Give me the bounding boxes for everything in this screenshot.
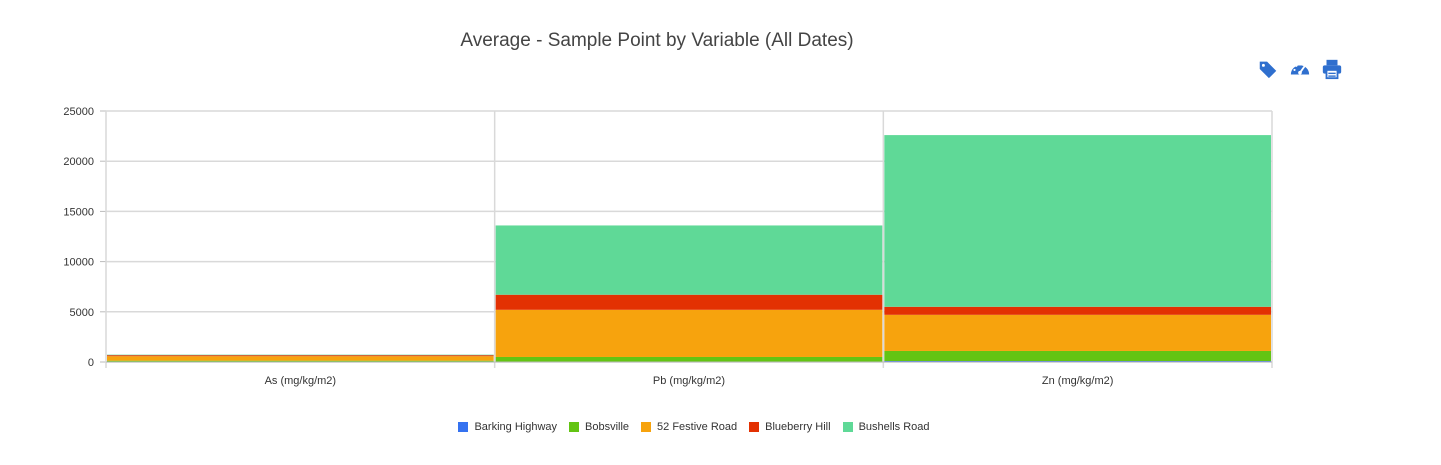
legend-swatch	[458, 422, 469, 432]
chart-toolbar	[1256, 57, 1344, 81]
bar-segment	[884, 360, 1271, 362]
legend-label: 52 Festive Road	[657, 421, 738, 433]
y-tick-label: 15000	[63, 206, 94, 218]
bar-segment	[107, 354, 494, 356]
legend-label: Bushells Road	[858, 421, 930, 433]
bar-segment	[884, 135, 1271, 307]
stacked-bar-chart: 0 5000 10000 15000 20000 25000 As (mg/kg/m2) Pb…	[63, 106, 1273, 387]
x-tick-label: Pb (mg/kg/m2)	[653, 375, 725, 387]
y-tick-label: 25000	[63, 106, 94, 118]
bar-segment	[884, 306, 1271, 315]
legend-item[interactable]: Bushells Road	[842, 421, 930, 433]
legend-item[interactable]: Blueberry Hill	[749, 421, 831, 433]
y-tick-label: 0	[88, 357, 94, 369]
legend-label: Bobsville	[585, 421, 630, 433]
bar-segment	[107, 360, 494, 362]
legend-item[interactable]: 52 Festive Road	[641, 421, 737, 433]
bar-segment	[884, 314, 1271, 351]
x-tick-label: As (mg/kg/m2)	[265, 375, 337, 387]
legend-swatch	[749, 422, 760, 432]
bar-segment	[884, 350, 1271, 361]
legend-item[interactable]: Barking Highway	[458, 421, 557, 433]
bar-segment	[495, 225, 883, 295]
legend-swatch	[641, 422, 652, 432]
legend-label: Barking Highway	[474, 421, 558, 433]
y-tick-label: 10000	[63, 257, 94, 269]
bar-segment	[107, 355, 494, 357]
bar-segment	[495, 309, 883, 357]
chart-title: Average - Sample Point by Variable (All …	[460, 30, 854, 51]
bar-segment	[495, 294, 883, 310]
legend-swatch	[842, 422, 853, 432]
y-tick-label: 20000	[63, 156, 94, 168]
bar-segment	[107, 356, 494, 361]
tag-icon[interactable]	[1256, 57, 1280, 81]
legend-item[interactable]: Bobsville	[569, 421, 629, 433]
legend-swatch	[569, 422, 580, 432]
bar-segment	[495, 356, 883, 362]
legend-label: Blueberry Hill	[765, 421, 831, 433]
print-icon[interactable]	[1320, 57, 1344, 81]
y-tick-label: 5000	[70, 307, 94, 319]
x-tick-label: Zn (mg/kg/m2)	[1042, 375, 1114, 387]
chart-legend: Barking Highway Bobsville 52 Festive Road B…	[0, 421, 1388, 433]
dashboard-icon[interactable]	[1288, 57, 1312, 81]
